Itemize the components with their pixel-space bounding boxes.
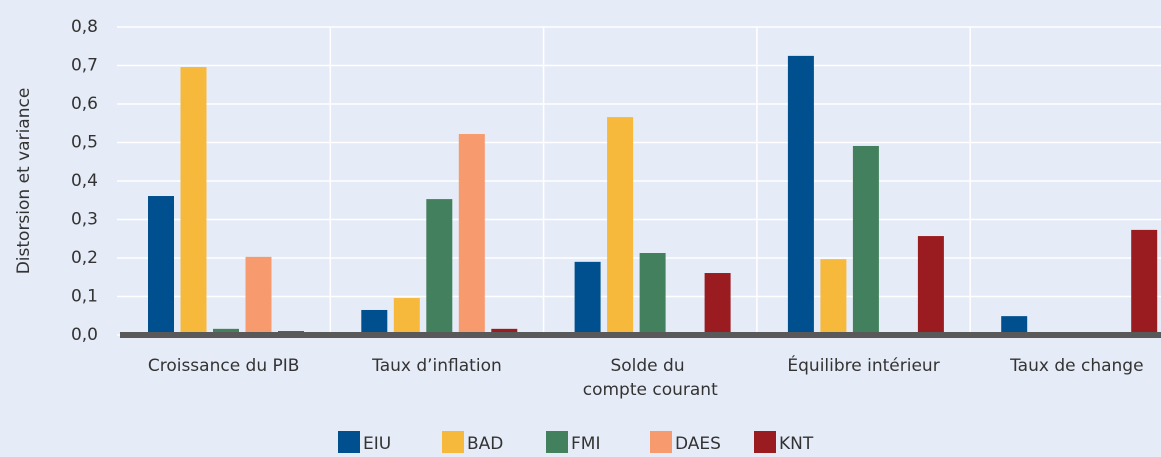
y-tick-label: 0,3 (71, 210, 98, 230)
bar (213, 328, 239, 335)
bar (148, 196, 174, 335)
bar (1001, 316, 1028, 335)
y-tick-label: 0,8 (71, 17, 98, 37)
legend-swatch (546, 431, 568, 453)
y-tick-label: 0,5 (71, 133, 98, 153)
x-tick-label: Taux de change (1009, 356, 1143, 376)
y-tick-label: 0,1 (71, 287, 98, 307)
bar (458, 134, 485, 335)
x-tick-label: Taux d’inflation (371, 356, 502, 376)
y-tick-label: 0,2 (71, 248, 98, 268)
label-line: compte courant (583, 380, 718, 400)
bar (820, 259, 847, 335)
legend-swatch (754, 431, 776, 453)
bar (491, 328, 518, 335)
legend-label: BAD (467, 434, 503, 454)
x-tick-label: Croissance du PIB (148, 356, 300, 376)
y-axis-label: Distorsion et variance (14, 88, 34, 275)
bar (607, 117, 634, 335)
bar (361, 309, 388, 335)
x-tick-label: Équilibre intérieur (787, 354, 939, 376)
bar (917, 236, 944, 335)
legend-swatch (338, 431, 360, 453)
bar (704, 273, 731, 335)
y-tick-label: 0,6 (71, 94, 98, 114)
bar (639, 252, 666, 335)
bar (852, 145, 879, 335)
bar (574, 261, 601, 335)
bar (180, 67, 207, 335)
y-tick-label: 0,7 (71, 56, 98, 76)
bar (787, 55, 814, 335)
bar (1131, 229, 1158, 335)
y-tick-label: 0,0 (71, 325, 98, 345)
bar (426, 199, 453, 335)
label-line: Solde du (610, 356, 690, 376)
y-tick-label: 0,4 (71, 171, 98, 191)
x-tick-label: Solde du compte courant (583, 356, 718, 400)
legend-label: EIU (363, 434, 391, 454)
legend-label: KNT (779, 434, 814, 454)
legend-label: FMI (571, 434, 600, 454)
bar (245, 256, 272, 335)
legend-label: DAES (675, 434, 721, 454)
legend-swatch (650, 431, 672, 453)
legend-swatch (442, 431, 464, 453)
bar (393, 298, 420, 335)
